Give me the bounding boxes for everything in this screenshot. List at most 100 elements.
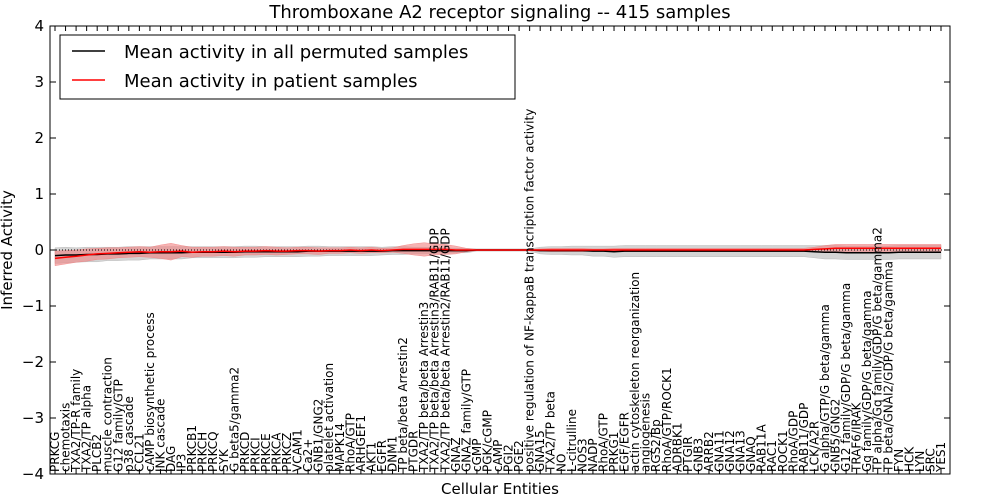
x-tick-label: G alpha/GTP/G beta/gamma [818,304,832,472]
x-tick-label: VCAM1 [291,429,305,472]
x-tick-label: GNA15 [533,430,547,472]
x-tick-label: chemotaxis [59,403,73,472]
x-tick-label: ARHGEF1 [354,415,368,472]
x-tick-label: TXA2/TP beta [544,391,558,473]
x-tick-label: TRAF6/IRAK [850,401,864,473]
x-tick-label: MAPK14 [333,423,347,472]
x-tick-label: PRKCH [196,432,210,472]
x-tick-label: Ca2+ [301,439,315,472]
x-tick-label: GNB1/GNG2 [312,399,326,472]
x-tick-label: L-citrulline [565,409,579,472]
x-tick-label: PRKCZ [280,433,294,472]
x-tick-label: NADP [586,438,600,472]
x-tick-label: G12 family/GTP [111,379,125,472]
y-tick-label: −3 [22,409,44,427]
x-axis-ticks [54,26,942,474]
x-tick-label: TXA2/TP-R family [69,369,83,473]
y-axis-label: Inferred Activity [0,190,16,310]
x-tick-label: RhoA/GTP [343,413,357,472]
x-tick-label: TP beta/GNAI2/GDP/G beta/gamma [881,261,895,473]
x-tick-label: PRKG1 [607,432,621,472]
x-tick-label: AKT1 [364,442,378,472]
x-tick-label: TXA2/TP beta/beta Arrestin2/RAB11/GDP [438,228,452,473]
x-tick-label: GNA11 [713,430,727,472]
x-tick-label: TXA2/TP alpha [80,385,94,473]
x-tick-label: positive regulation of NF-kappaB transcr… [523,109,537,472]
x-tick-label: RAB11A [755,423,769,472]
x-tick-label: actin cytoskeleton reorganization [628,272,642,472]
x-axis-label: Cellular Entities [441,480,559,498]
x-tick-label: p38 cascade [122,396,136,472]
x-tick-label: GNAZ [449,437,463,472]
x-tick-label: PGI2 [502,444,516,472]
x-tick-label: RAC1 [765,440,779,472]
x-tick-label: PGK/cGMP [481,410,495,472]
x-tick-label: PTGIR [681,436,695,472]
x-tick-label: PRKCB1 [185,425,199,472]
x-tick-label: RhoA/GDP [786,411,800,472]
x-tick-label: DAG [164,446,178,472]
x-tick-label: angiogenesis [639,393,653,472]
x-tick-label: ARRB2 [702,431,716,472]
x-tick-label: NOS3 [575,438,589,472]
x-tick-label: TXA2/TP beta/beta Arrestin3 [417,302,431,473]
x-tick-label: LYN [913,451,927,472]
x-tick-label: GNB5/GNG2 [829,399,843,472]
x-tick-label: YES1 [934,442,948,473]
x-tick-label: EGFR [375,440,389,472]
x-tick-label: GNAZ family/GTP [459,369,473,472]
x-tick-label: RhoA/GTP/ROCK1 [660,367,674,472]
x-tick-label: RAB11/GDP [797,403,811,472]
x-tick-label: DNM1 [386,436,400,472]
y-tick-label: 3 [34,73,44,91]
x-tick-label: GNB3 [691,438,705,472]
x-tick-label: PRKCI [248,437,262,472]
x-tick-label: JNK cascade [154,399,168,473]
x-tick-label: PRKCA [270,432,284,472]
y-tick-label: 0 [34,241,44,259]
x-tick-label: G beta5/gamma2 [227,367,241,472]
x-tick-label: GNA13 [734,430,748,472]
legend-label-patient: Mean activity in patient samples [124,71,418,92]
x-tick-label: SYK [217,448,231,472]
x-tick-label: EGF/EGFR [618,412,632,472]
x-tick-label: IP3 [175,454,189,472]
x-tick-label: PTGDR [407,431,421,472]
y-axis-ticks: −4 −3 −2 −1 0 1 2 3 4 [22,17,950,483]
x-tick-label: PGE2 [512,440,526,472]
x-tick-label: cGMP [470,439,484,473]
x-tick-label: CCL21 [132,433,146,472]
legend: Mean activity in all permuted samples Me… [59,34,516,100]
x-tick-label: LCK/A2R [807,421,821,472]
x-tick-label: cAMP [491,440,505,472]
x-tick-label: PRKCQ [206,431,220,472]
patient-mean-line [54,247,941,260]
x-tick-label: PRKCD [238,432,252,472]
x-tick-label: RhoA/GTP [597,413,611,472]
chart-title: Thromboxane A2 receptor signaling -- 415… [268,2,730,23]
x-tick-label: muscle contraction [101,357,115,472]
x-tick-label: FYN [892,449,906,472]
x-tick-label: TP beta/beta Arrestin2 [396,337,410,473]
y-tick-label: −2 [22,353,44,371]
y-tick-label: −4 [22,465,44,483]
y-tick-label: 1 [34,185,44,203]
x-tick-label: SRC [924,448,938,472]
x-tick-label: GNAQ [744,436,758,472]
x-tick-label: NO [554,454,568,472]
x-tick-label: ADRBK1 [670,422,684,472]
series-lines [54,247,941,260]
x-tick-label: PLCB2 [90,434,104,472]
legend-label-permuted: Mean activity in all permuted samples [124,42,468,63]
x-tick-label: GNA12 [723,430,737,472]
x-tick-label: cAMP biosynthetic process [143,312,157,472]
x-tick-label: RGS2/Bp [649,419,663,472]
x-tick-label: platelet activation [322,363,336,472]
y-tick-label: 2 [34,129,44,147]
x-tick-label: HCK [902,446,916,472]
x-tick-label: PRKCE [259,433,273,472]
y-tick-label: −1 [22,297,44,315]
x-tick-label: TP alpha/Gq family/GDP/G beta/gamma2 [871,227,885,473]
